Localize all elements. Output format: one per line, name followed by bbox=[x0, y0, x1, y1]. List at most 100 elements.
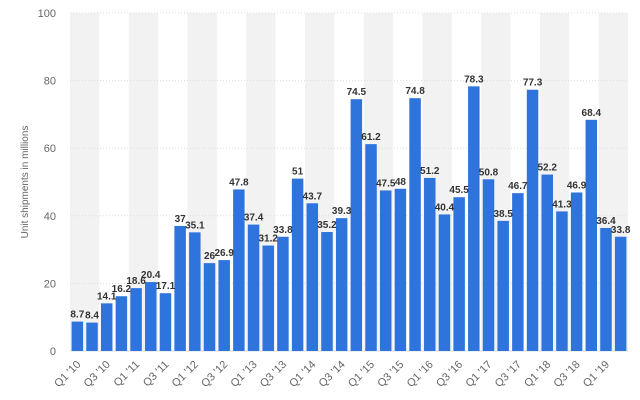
bar bbox=[145, 282, 157, 351]
data-label: 51 bbox=[292, 167, 304, 178]
x-tick-label: Q1 '15 bbox=[346, 359, 377, 390]
bar bbox=[585, 119, 598, 351]
x-tick-label: Q3 '17 bbox=[493, 359, 524, 390]
x-tick-label: Q1 '17 bbox=[463, 359, 494, 390]
y-tick-label: 0 bbox=[50, 346, 56, 358]
data-label: 35.2 bbox=[317, 220, 337, 231]
x-tick-label: Q1 '13 bbox=[229, 359, 260, 390]
data-label: 8.4 bbox=[85, 311, 99, 322]
y-tick-label: 60 bbox=[44, 143, 56, 155]
data-label: 18.6 bbox=[126, 276, 146, 287]
bar bbox=[468, 86, 480, 351]
data-label: 45.5 bbox=[449, 185, 469, 196]
background-band bbox=[70, 13, 100, 351]
bar bbox=[556, 211, 568, 351]
x-tick-label: Q3 '14 bbox=[317, 359, 348, 390]
bar bbox=[218, 260, 230, 351]
data-label: 52.2 bbox=[538, 163, 558, 174]
bar bbox=[409, 98, 421, 352]
data-label: 20.4 bbox=[141, 270, 161, 281]
data-label: 39.3 bbox=[332, 206, 352, 217]
data-label: 46.7 bbox=[508, 181, 528, 192]
bar bbox=[614, 236, 627, 351]
bar bbox=[262, 245, 274, 351]
bar bbox=[306, 203, 319, 351]
data-label: 26.9 bbox=[214, 248, 234, 259]
data-label: 74.8 bbox=[405, 86, 425, 97]
bars bbox=[71, 86, 627, 352]
x-tick-label: Q3 '15 bbox=[375, 359, 406, 390]
x-tick-label: Q1 '14 bbox=[287, 359, 318, 390]
x-tick-label: Q3 '16 bbox=[434, 359, 465, 390]
bar bbox=[233, 189, 245, 351]
x-tick-label: Q1 '16 bbox=[405, 359, 436, 390]
data-label: 41.3 bbox=[552, 199, 572, 210]
x-tick-label: Q3 '13 bbox=[258, 359, 289, 390]
bar bbox=[541, 174, 553, 351]
data-label: 78.3 bbox=[464, 74, 484, 85]
x-tick-label: Q1 '19 bbox=[581, 359, 612, 390]
data-label: 37.4 bbox=[244, 213, 264, 224]
data-label: 61.2 bbox=[361, 132, 381, 143]
bar bbox=[570, 192, 583, 351]
x-tick-label: Q1 '18 bbox=[522, 359, 553, 390]
bar bbox=[526, 89, 539, 351]
bar bbox=[291, 178, 304, 351]
bar bbox=[482, 179, 495, 351]
x-tick-label: Q3 '12 bbox=[199, 359, 230, 390]
y-axis-ticks: 0 20 40 60 80 100 bbox=[38, 8, 56, 358]
x-tick-label: Q1 '11 bbox=[112, 359, 143, 390]
data-label: 8.7 bbox=[70, 310, 84, 321]
bar bbox=[100, 303, 113, 351]
bar bbox=[247, 224, 260, 351]
bar bbox=[365, 144, 377, 351]
data-label: 33.8 bbox=[611, 225, 631, 236]
y-axis-label: Unit shipments in millions bbox=[20, 126, 31, 239]
data-label: 33.8 bbox=[273, 225, 293, 236]
bar bbox=[71, 321, 84, 351]
data-label: 50.8 bbox=[479, 167, 499, 178]
data-label: 38.5 bbox=[493, 209, 513, 220]
bar bbox=[512, 193, 524, 351]
bar bbox=[379, 190, 392, 351]
y-tick-label: 100 bbox=[38, 8, 56, 20]
bar bbox=[438, 214, 451, 351]
bar bbox=[115, 296, 128, 351]
bar bbox=[335, 218, 348, 351]
bar bbox=[86, 322, 98, 351]
data-label: 68.4 bbox=[582, 108, 602, 119]
data-label: 37 bbox=[175, 214, 187, 225]
data-label: 47.8 bbox=[229, 177, 249, 188]
data-label: 35.1 bbox=[185, 220, 205, 231]
x-tick-label: Q1 '10 bbox=[52, 359, 83, 390]
bar bbox=[497, 220, 509, 351]
data-label: 46.9 bbox=[567, 180, 587, 191]
data-label: 74.5 bbox=[347, 87, 367, 98]
bar bbox=[174, 225, 186, 351]
data-label: 77.3 bbox=[523, 78, 543, 89]
x-tick-label: Q1 '12 bbox=[170, 359, 201, 390]
data-label: 48 bbox=[395, 177, 407, 188]
bar bbox=[600, 227, 612, 351]
bar bbox=[453, 197, 465, 351]
y-tick-label: 80 bbox=[44, 76, 56, 88]
bar bbox=[203, 263, 216, 351]
data-label: 43.7 bbox=[303, 191, 323, 202]
y-tick-label: 40 bbox=[44, 211, 56, 223]
bar bbox=[189, 232, 201, 351]
data-label: 36.4 bbox=[596, 216, 616, 227]
data-label: 14.1 bbox=[97, 291, 117, 302]
x-tick-label: Q3 '10 bbox=[82, 359, 113, 390]
bar bbox=[350, 99, 363, 351]
bar bbox=[130, 288, 142, 351]
x-tick-label: Q3 '11 bbox=[141, 359, 172, 390]
bar bbox=[277, 236, 289, 351]
data-label: 47.5 bbox=[376, 178, 396, 189]
data-label: 51.2 bbox=[420, 166, 440, 177]
x-tick-label: Q3 '18 bbox=[552, 359, 583, 390]
data-label: 17.1 bbox=[156, 281, 176, 292]
data-label: 16.2 bbox=[112, 284, 132, 295]
